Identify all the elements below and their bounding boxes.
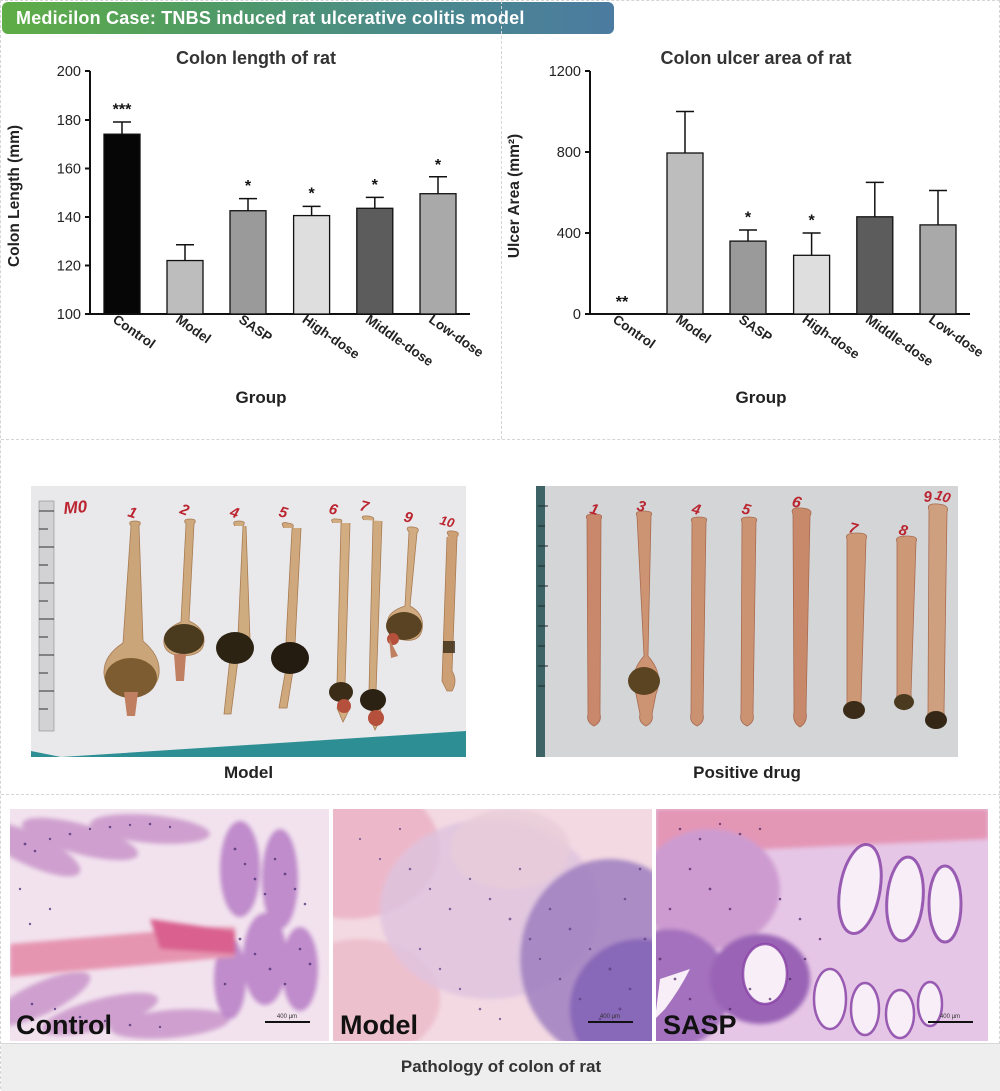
svg-text:Low-dose: Low-dose <box>426 312 487 361</box>
svg-text:Middle-dose: Middle-dose <box>363 312 437 370</box>
svg-text:*: * <box>808 213 815 230</box>
svg-text:Colon length of rat: Colon length of rat <box>176 48 336 68</box>
svg-text:Middle-dose: Middle-dose <box>863 312 937 370</box>
svg-text:Model: Model <box>340 1010 418 1040</box>
svg-text:Group: Group <box>736 388 787 407</box>
svg-text:Colon ulcer area of rat: Colon ulcer area of rat <box>660 48 851 68</box>
svg-text:160: 160 <box>57 162 81 178</box>
svg-text:Control: Control <box>110 312 158 352</box>
svg-text:180: 180 <box>57 113 81 129</box>
svg-text:M0: M0 <box>63 497 89 518</box>
svg-text:100: 100 <box>57 307 81 323</box>
svg-text:High-dose: High-dose <box>800 312 863 362</box>
svg-text:Model: Model <box>673 312 714 347</box>
svg-text:*: * <box>435 157 442 174</box>
svg-text:400: 400 <box>557 226 581 242</box>
svg-text:400 µm: 400 µm <box>600 1014 620 1020</box>
svg-text:140: 140 <box>57 210 81 226</box>
svg-text:Colon Length (mm): Colon Length (mm) <box>6 125 23 267</box>
svg-text:Control: Control <box>16 1010 112 1040</box>
svg-text:*: * <box>245 178 252 195</box>
svg-text:*: * <box>372 177 379 194</box>
svg-text:400 µm: 400 µm <box>940 1014 960 1020</box>
svg-text:SASP: SASP <box>736 312 775 345</box>
svg-text:200: 200 <box>57 64 81 80</box>
svg-text:120: 120 <box>57 259 81 275</box>
svg-text:**: ** <box>616 294 629 311</box>
svg-text:High-dose: High-dose <box>300 312 363 362</box>
svg-text:***: *** <box>113 102 132 119</box>
svg-text:Control: Control <box>610 312 658 352</box>
svg-text:400 µm: 400 µm <box>277 1014 297 1020</box>
svg-text:0: 0 <box>573 307 581 323</box>
svg-text:Group: Group <box>236 388 287 407</box>
svg-text:1200: 1200 <box>549 64 581 80</box>
svg-text:800: 800 <box>557 145 581 161</box>
svg-text:*: * <box>308 186 315 203</box>
svg-text:SASP: SASP <box>236 312 275 345</box>
svg-text:Low-dose: Low-dose <box>926 312 987 361</box>
svg-text:*: * <box>745 210 752 227</box>
svg-text:SASP: SASP <box>663 1010 737 1040</box>
svg-text:Model: Model <box>173 312 214 347</box>
svg-text:Ulcer Area (mm²): Ulcer Area (mm²) <box>506 134 523 258</box>
